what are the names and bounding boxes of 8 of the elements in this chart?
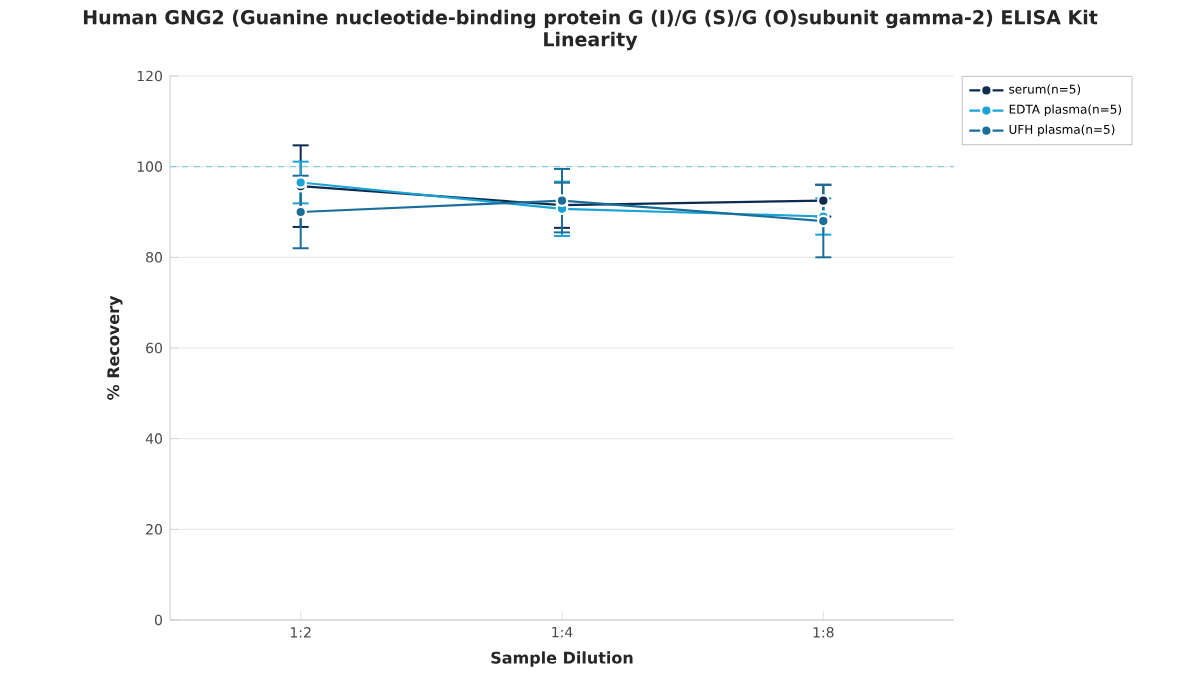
x-axis-title: Sample Dilution [491, 651, 633, 667]
point [294, 205, 307, 219]
point [817, 194, 830, 207]
point [817, 214, 830, 228]
chart-subtitle: Linearity [544, 31, 638, 51]
y-axis-title: % Recovery [107, 295, 123, 400]
chart-title: Human GNG2 (Guanine nucleotide-binding protein G (I)/G (S)/G (O)subunit gamma-2) ELISA Kit [83, 9, 1098, 29]
point [555, 194, 569, 207]
